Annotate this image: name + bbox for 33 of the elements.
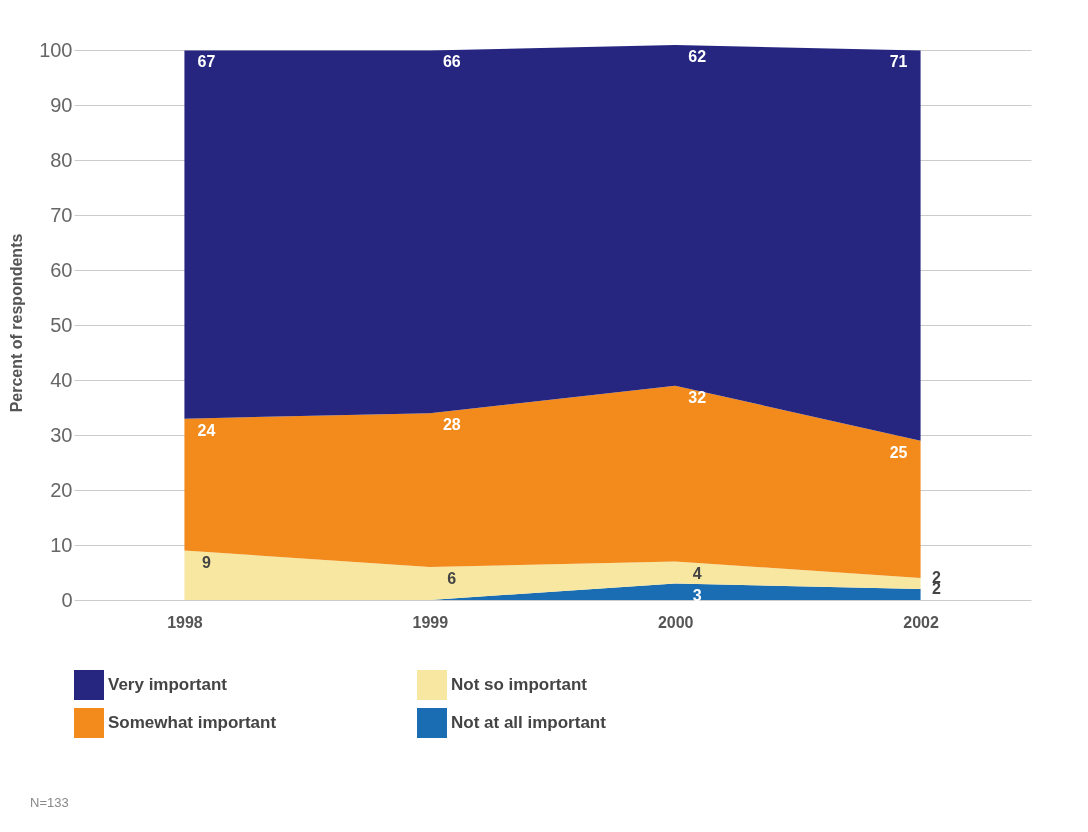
text: N=133 [30, 795, 69, 810]
y-tick-label: 0 [61, 588, 73, 611]
legend-label: Somewhat important [108, 713, 277, 732]
x-tick-label: 1998 [167, 613, 203, 631]
y-axis-title: Percent of respondents [8, 233, 26, 413]
y-tick-label: 40 [50, 368, 73, 391]
y-tick-label: 20 [50, 478, 73, 501]
y-tick-label: 90 [50, 93, 73, 116]
legend-label: Very important [108, 675, 228, 694]
x-tick-label: 2000 [657, 613, 694, 631]
data-label: 9 [201, 553, 211, 571]
data-label: 32 [688, 388, 707, 406]
data-label: 71 [889, 53, 908, 71]
data-label: 67 [197, 53, 216, 71]
y-tick-label: 80 [50, 148, 73, 171]
data-label: 24 [197, 421, 216, 439]
data-label: 25 [889, 443, 908, 461]
y-tick-label: 50 [50, 313, 73, 336]
x-tick-label: 2002 [903, 613, 939, 631]
data-label: 62 [688, 48, 707, 65]
legend-label: Not so important [451, 675, 588, 694]
y-tick-label: 30 [50, 423, 73, 446]
data-label: 28 [442, 416, 461, 434]
y-tick-label: 100 [39, 39, 73, 61]
data-label: 6 [447, 570, 457, 588]
y-tick-label: 10 [50, 533, 73, 556]
x-tick-label: 1999 [412, 613, 449, 631]
data-label: 66 [442, 53, 461, 71]
legend-label: Not at all important [451, 713, 607, 732]
data-label: 3 [692, 586, 702, 604]
y-tick-label: 70 [50, 203, 73, 226]
y-tick-label: 60 [50, 258, 73, 281]
data-label: 4 [692, 564, 702, 582]
